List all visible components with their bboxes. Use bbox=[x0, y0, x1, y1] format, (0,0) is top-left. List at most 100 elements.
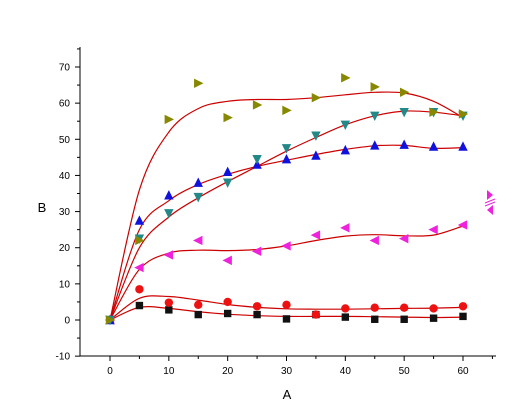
data-point-triangle-up bbox=[340, 144, 351, 155]
data-point-triangle-right bbox=[370, 82, 380, 92]
fit-curve-triangle-up bbox=[109, 144, 464, 321]
data-point-triangle-left bbox=[428, 224, 438, 235]
data-point-triangle-left bbox=[251, 246, 262, 257]
data-point-triangle-right bbox=[252, 100, 263, 110]
data-point-triangle-down bbox=[281, 144, 292, 154]
data-point-square bbox=[253, 310, 261, 319]
data-point-circle bbox=[223, 297, 232, 307]
data-point-triangle-up bbox=[311, 150, 321, 160]
fit-curve-triangle-down bbox=[109, 110, 464, 321]
data-point-triangle-up bbox=[281, 153, 292, 164]
x-tick-label: 20 bbox=[222, 366, 234, 377]
x-tick-label: 50 bbox=[399, 366, 411, 377]
y-tick-label: 10 bbox=[59, 279, 71, 290]
data-point-triangle-left bbox=[193, 235, 203, 246]
legend-marker-triangle-left bbox=[487, 205, 493, 215]
data-point-triangle-down bbox=[340, 120, 351, 131]
data-point-circle bbox=[429, 304, 438, 313]
data-point-triangle-left bbox=[281, 241, 291, 251]
data-points bbox=[104, 73, 469, 326]
data-point-triangle-down bbox=[252, 154, 262, 165]
axes bbox=[79, 47, 496, 357]
x-tick-label: 10 bbox=[163, 366, 175, 377]
data-point-square bbox=[165, 306, 173, 314]
data-point-square bbox=[459, 312, 467, 321]
y-tick-label: 60 bbox=[59, 99, 71, 110]
x-axis-title: A bbox=[283, 387, 292, 402]
y-tick-label: 50 bbox=[59, 135, 71, 146]
legend-break-mark bbox=[484, 201, 496, 207]
data-point-triangle-right bbox=[429, 107, 439, 117]
data-point-triangle-right bbox=[311, 93, 322, 103]
data-point-triangle-left bbox=[134, 262, 144, 273]
fit-curve-triangle-right bbox=[109, 91, 464, 321]
data-point-circle bbox=[282, 300, 291, 310]
data-point-triangle-right bbox=[399, 87, 410, 97]
x-ticks: 0 10 20 30 40 50 60 bbox=[107, 356, 493, 377]
x-tick-label: 30 bbox=[281, 366, 293, 377]
data-point-triangle-up bbox=[193, 177, 203, 187]
data-point-triangle-right bbox=[223, 112, 233, 123]
y-ticks: -10 0 10 20 30 40 50 60 70 bbox=[56, 48, 80, 363]
data-point-triangle-left bbox=[369, 235, 379, 246]
data-point-triangle-down bbox=[311, 131, 321, 141]
data-point-circle bbox=[311, 310, 321, 319]
data-point-triangle-right bbox=[458, 109, 469, 119]
data-point-triangle-left bbox=[457, 220, 468, 230]
data-point-triangle-right bbox=[194, 78, 204, 88]
data-point-square bbox=[341, 313, 350, 321]
data-point-triangle-left bbox=[398, 233, 409, 244]
data-point-triangle-down bbox=[399, 107, 409, 118]
y-tick-label: 0 bbox=[64, 316, 70, 327]
data-point-square bbox=[400, 315, 408, 323]
data-point-triangle-down bbox=[370, 111, 380, 121]
data-point-triangle-up bbox=[399, 139, 409, 149]
data-point-circle bbox=[399, 303, 409, 312]
data-point-square bbox=[282, 315, 291, 323]
data-point-square bbox=[223, 309, 232, 318]
data-point-triangle-down bbox=[222, 178, 233, 188]
y-axis-title: B bbox=[38, 200, 47, 215]
data-point-circle bbox=[252, 302, 262, 311]
data-point-square bbox=[371, 315, 379, 323]
x-tick-label: 60 bbox=[457, 366, 469, 377]
data-point-triangle-left bbox=[310, 230, 321, 240]
data-point-triangle-up bbox=[370, 140, 380, 150]
data-point-triangle-down bbox=[193, 192, 203, 203]
x-tick-label: 0 bbox=[107, 366, 113, 377]
data-point-square bbox=[135, 301, 144, 310]
data-point-triangle-right bbox=[341, 73, 351, 83]
data-point-circle bbox=[458, 302, 468, 311]
data-point-triangle-right bbox=[135, 235, 145, 246]
data-point-square bbox=[429, 314, 438, 322]
y-tick-label: 20 bbox=[59, 243, 71, 254]
fit-curves bbox=[109, 91, 464, 321]
y-tick-label: 30 bbox=[59, 207, 71, 218]
data-point-circle bbox=[194, 300, 203, 310]
data-point-triangle-right bbox=[164, 114, 175, 125]
legend-break-mark bbox=[484, 198, 496, 204]
data-point-triangle-up bbox=[428, 141, 439, 151]
data-point-triangle-up bbox=[222, 166, 233, 177]
data-point-circle bbox=[135, 285, 144, 294]
legend-fragment bbox=[484, 190, 496, 215]
data-point-triangle-left bbox=[340, 223, 350, 233]
data-point-triangle-left bbox=[222, 255, 232, 266]
data-point-circle bbox=[370, 303, 379, 312]
data-point-triangle-right bbox=[105, 315, 116, 325]
x-tick-label: 40 bbox=[340, 366, 352, 377]
y-tick-label: -10 bbox=[56, 352, 71, 363]
data-point-square bbox=[194, 310, 202, 319]
data-point-triangle-up bbox=[134, 215, 145, 225]
data-point-triangle-up bbox=[458, 141, 468, 151]
y-tick-label: 70 bbox=[59, 63, 71, 74]
data-point-triangle-left bbox=[163, 250, 174, 260]
data-point-circle bbox=[341, 304, 350, 313]
legend-marker-triangle-right bbox=[487, 190, 493, 200]
data-point-triangle-down bbox=[164, 209, 174, 219]
data-point-triangle-right bbox=[282, 105, 292, 116]
y-tick-label: 40 bbox=[59, 171, 71, 182]
data-point-circle bbox=[164, 298, 174, 307]
data-point-triangle-up bbox=[164, 190, 174, 200]
